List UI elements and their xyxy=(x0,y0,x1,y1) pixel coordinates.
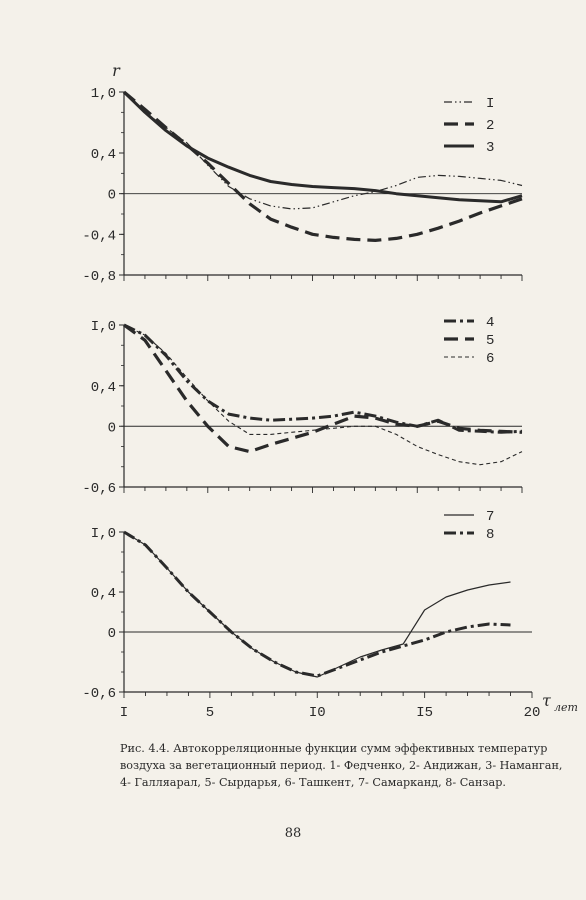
y-tick-label: -0,8 xyxy=(82,269,116,285)
legend-label-4: 4 xyxy=(486,315,494,331)
x-axis-label: τ xyxy=(542,691,552,710)
y-tick-label: 0 xyxy=(108,188,116,204)
legend-label-7: 7 xyxy=(486,509,494,525)
x-tick-label: I5 xyxy=(416,705,433,721)
x-axis-label-unit: лет xyxy=(554,701,578,714)
y-tick-label: 0 xyxy=(108,420,116,436)
y-tick-label: -0,6 xyxy=(82,481,116,497)
x-tick-label: 5 xyxy=(206,705,214,721)
legend-label-8: 8 xyxy=(486,527,494,543)
series-line-4 xyxy=(123,323,523,434)
y-tick-label: -0,6 xyxy=(82,686,116,702)
y-tick-label: 1,0 xyxy=(91,86,116,102)
x-tick-label: 20 xyxy=(524,705,541,721)
y-tick-label: I,0 xyxy=(91,319,116,335)
series-line-2 xyxy=(122,90,523,242)
x-tick-label: I xyxy=(120,705,128,721)
panel-2: I,0 0,4 0 -0,6 4 5 6 xyxy=(82,315,523,497)
panel-1: 1,0 0,4 0 -0,4 -0,8 r I 2 3 xyxy=(82,61,523,285)
legend-label-5: 5 xyxy=(486,333,494,349)
series-line-I xyxy=(123,91,523,210)
y-tick-label: 0,4 xyxy=(91,586,116,602)
figure: 1,0 0,4 0 -0,4 -0,8 r I 2 3 I,0 0,4 0 -0,6 4 5 6 I,0 0,4 0… xyxy=(82,61,578,721)
y-axis-label: r xyxy=(112,61,121,80)
legend-label-6: 6 xyxy=(486,351,494,367)
legend-label-3: 3 xyxy=(486,140,494,156)
figure-caption: Рис. 4.4. Автокорреляционные функции сум… xyxy=(120,742,563,789)
series-line-6 xyxy=(123,324,523,466)
series-line-7 xyxy=(123,531,511,678)
series-line-3 xyxy=(122,90,523,204)
y-tick-label: 0,4 xyxy=(91,147,116,163)
legend-label-2: 2 xyxy=(486,118,494,134)
y-tick-label: 0 xyxy=(108,626,116,642)
y-tick-label: I,0 xyxy=(91,526,116,542)
legend-label-I: I xyxy=(486,96,494,112)
y-tick-label: 0,4 xyxy=(91,380,116,396)
page-number: 88 xyxy=(284,826,302,841)
x-tick-label: I0 xyxy=(309,705,326,721)
series-line-5 xyxy=(123,323,523,454)
y-tick-label: -0,4 xyxy=(82,228,116,244)
series-line-8 xyxy=(123,530,511,678)
